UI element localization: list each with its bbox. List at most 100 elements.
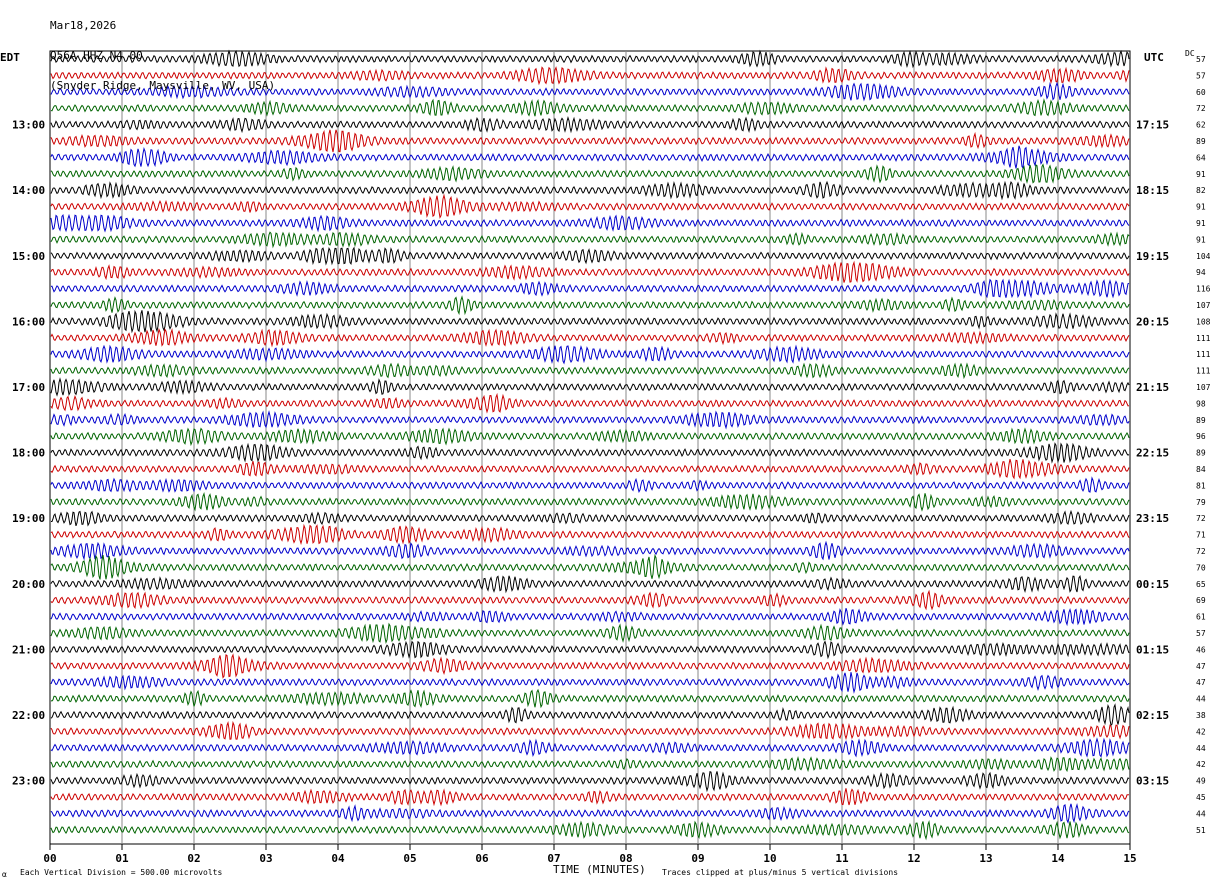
dc-offset-label: 46 <box>1196 645 1206 654</box>
right-hour-label: 00:15 <box>1136 578 1169 591</box>
right-hour-label: 20:15 <box>1136 315 1169 328</box>
seismic-trace <box>50 145 1130 170</box>
corner-mark: α <box>2 870 7 879</box>
seismic-trace <box>50 640 1130 660</box>
seismic-trace <box>50 327 1130 348</box>
plot-frame <box>49 50 1131 845</box>
seismic-trace <box>50 260 1130 283</box>
seismic-trace <box>50 589 1130 611</box>
dc-offset-label: 57 <box>1196 71 1206 80</box>
x-tick-label: 07 <box>547 852 560 865</box>
left-hour-label: 18:00 <box>12 447 45 460</box>
seismic-trace <box>50 309 1129 334</box>
dc-offset-label: 108 <box>1196 317 1210 326</box>
x-tick-label: 08 <box>619 852 632 865</box>
dc-offset-label: 82 <box>1196 186 1206 195</box>
dc-offset-label: 42 <box>1196 760 1206 769</box>
dc-offset-label: 91 <box>1196 203 1206 212</box>
seismic-trace <box>50 295 1130 316</box>
seismic-trace <box>50 492 1130 512</box>
dc-offset-label: 42 <box>1196 727 1206 736</box>
left-hour-label: 21:00 <box>12 643 45 656</box>
seismic-trace <box>50 737 1130 758</box>
seismic-trace <box>50 653 1130 679</box>
dc-offset-label: 94 <box>1196 268 1206 277</box>
seismic-trace <box>50 575 1130 594</box>
seismic-trace <box>50 442 1130 464</box>
seismic-trace <box>50 703 1130 727</box>
dc-offset-label: 89 <box>1196 449 1206 458</box>
left-hour-label: 22:00 <box>12 709 45 722</box>
dc-offset-label: 116 <box>1196 285 1210 294</box>
seismic-trace <box>50 344 1130 365</box>
right-hour-label: 22:15 <box>1136 447 1169 460</box>
dc-offset-label: 71 <box>1196 531 1206 540</box>
seismic-trace <box>50 672 1130 694</box>
left-hour-label: 13:00 <box>12 119 45 132</box>
left-hour-label: 14:00 <box>12 184 45 197</box>
dc-offset-label: 44 <box>1196 695 1206 704</box>
right-hour-label: 19:15 <box>1136 250 1169 263</box>
left-hour-label: 15:00 <box>12 250 45 263</box>
seismic-trace <box>50 193 1130 219</box>
dc-offset-label: 47 <box>1196 662 1206 671</box>
seismic-trace <box>50 278 1130 299</box>
dc-offset-label: 49 <box>1196 777 1206 786</box>
header-date: Mar18,2026 <box>50 19 117 32</box>
seismic-trace <box>50 688 1130 709</box>
dc-offset-label: 91 <box>1196 170 1206 179</box>
dc-offset-label: 70 <box>1196 563 1206 572</box>
x-tick-label: 10 <box>763 852 776 865</box>
seismic-trace <box>50 427 1130 447</box>
x-tick-label: 00 <box>43 852 56 865</box>
seismic-trace <box>50 180 1130 201</box>
dc-offset-label: 61 <box>1196 613 1206 622</box>
seismic-trace <box>50 66 1130 86</box>
left-hour-label: 17:00 <box>12 381 45 394</box>
seismic-trace <box>50 410 1130 430</box>
right-hour-label: 21:15 <box>1136 381 1169 394</box>
dc-offset-label: 72 <box>1196 547 1206 556</box>
dc-offset-label: 72 <box>1196 104 1206 113</box>
dc-offset-label: 79 <box>1196 498 1206 507</box>
seismic-trace <box>50 788 1130 807</box>
seismic-trace <box>51 509 1130 527</box>
right-hour-label: 03:15 <box>1136 775 1169 788</box>
right-hour-label: 02:15 <box>1136 709 1169 722</box>
seismic-trace <box>50 392 1130 414</box>
x-tick-label: 13 <box>979 852 992 865</box>
dc-offset-label: 51 <box>1196 826 1206 835</box>
x-tick-label: 03 <box>259 852 272 865</box>
seismic-trace <box>50 213 1130 233</box>
x-tick-label: 14 <box>1051 852 1065 865</box>
dc-offset-label: 111 <box>1196 350 1210 359</box>
seismic-trace <box>50 540 1130 561</box>
x-tick-label: 12 <box>907 852 920 865</box>
dc-offset-label: 64 <box>1196 153 1206 162</box>
dc-offset-label: 65 <box>1196 580 1206 589</box>
x-tick-label: 02 <box>187 852 200 865</box>
left-hour-label: 16:00 <box>12 315 45 328</box>
header-station: Q56A HHZ N4 00 <box>50 49 143 62</box>
seismic-trace <box>50 607 1130 627</box>
dc-offset-label: 38 <box>1196 711 1206 720</box>
dc-offset-label: 104 <box>1196 252 1210 261</box>
seismic-trace <box>50 163 1130 184</box>
right-hour-label: 01:15 <box>1136 643 1169 656</box>
seismic-trace <box>50 377 1130 397</box>
dc-offset-label: 44 <box>1196 744 1206 753</box>
right-hour-label: 18:15 <box>1136 184 1169 197</box>
left-hour-label: 19:00 <box>12 512 45 525</box>
header-location: (Snyder Ridge, Maysville, WV, USA) <box>50 79 276 92</box>
dc-offset-label: 89 <box>1196 137 1206 146</box>
x-tick-label: 15 <box>1123 852 1136 865</box>
seismic-trace <box>50 553 1130 580</box>
seismic-trace <box>50 771 1130 793</box>
clip-note: Traces clipped at plus/minus 5 vertical … <box>662 868 899 877</box>
dc-offset-label: 81 <box>1196 481 1206 490</box>
dc-offset-label: 107 <box>1196 383 1210 392</box>
seismic-trace <box>50 98 1130 117</box>
dc-offset-label: 60 <box>1196 88 1206 97</box>
dc-offset-label: 111 <box>1196 367 1210 376</box>
seismic-trace <box>50 231 1130 249</box>
